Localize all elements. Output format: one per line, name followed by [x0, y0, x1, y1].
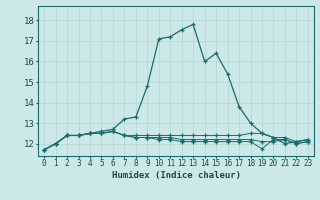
X-axis label: Humidex (Indice chaleur): Humidex (Indice chaleur) [111, 171, 241, 180]
